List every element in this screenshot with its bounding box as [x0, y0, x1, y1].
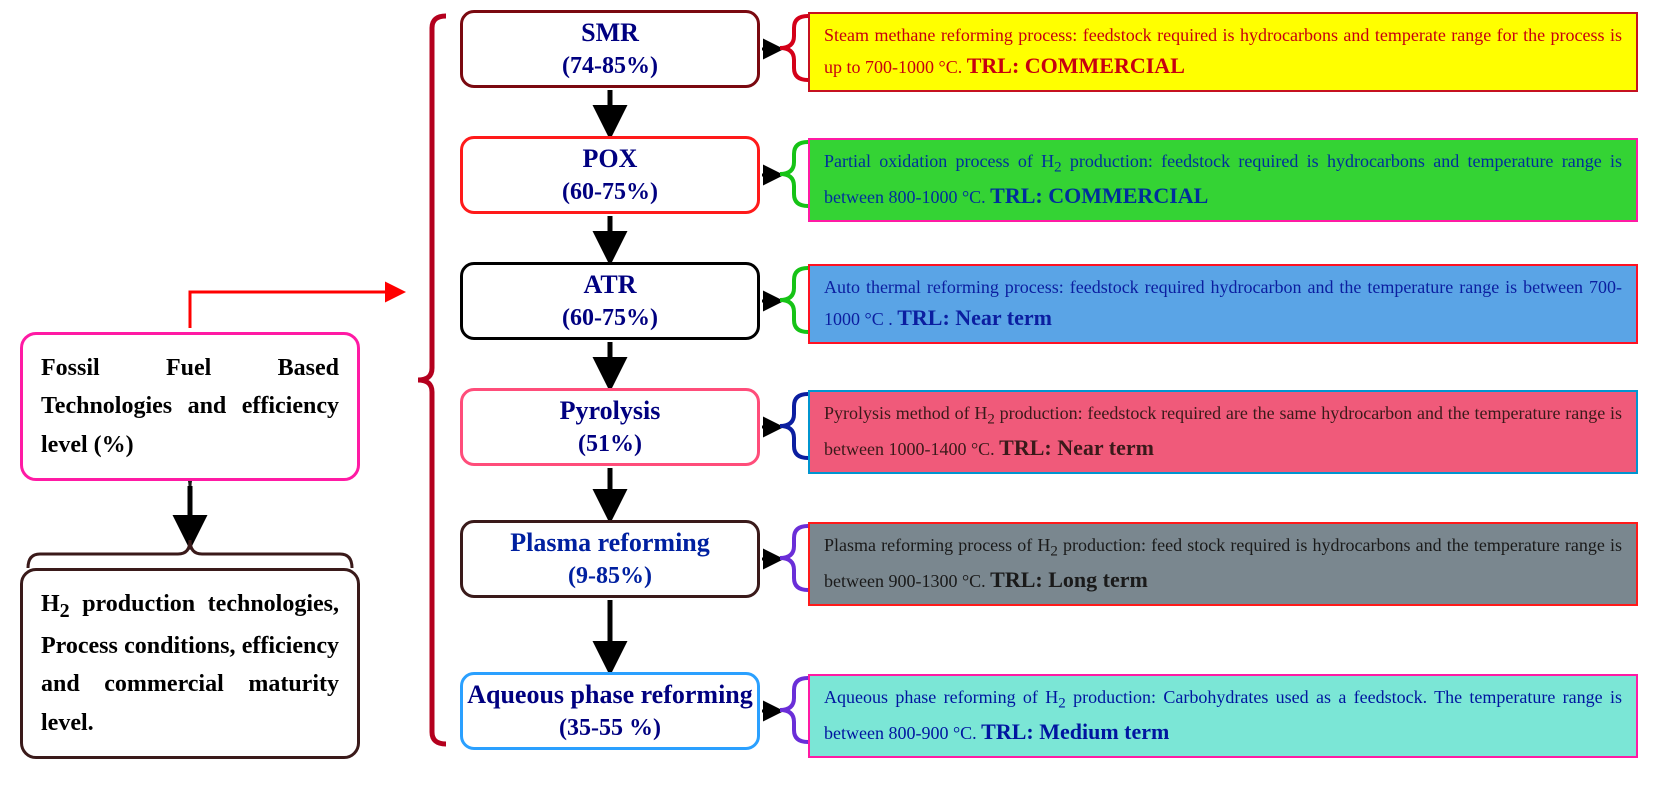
process-eff-apr: (35-55 %): [559, 712, 661, 744]
process-box-plasma: Plasma reforming(9-85%): [460, 520, 760, 598]
process-eff-smr: (74-85%): [562, 50, 658, 82]
desc-box-pyro: Pyrolysis method of H2 production: feeds…: [808, 390, 1638, 474]
process-box-apr: Aqueous phase reforming(35-55 %): [460, 672, 760, 750]
process-eff-atr: (60-75%): [562, 302, 658, 334]
process-box-pox: POX(60-75%): [460, 136, 760, 214]
process-title-plasma: Plasma reforming: [510, 525, 710, 560]
fossil-fuel-heading-text: Fossil Fuel Based Technologies and effic…: [41, 355, 339, 458]
desc-box-smr: Steam methane reforming process: feedsto…: [808, 12, 1638, 92]
process-eff-plasma: (9-85%): [568, 560, 652, 592]
process-title-apr: Aqueous phase reforming: [467, 677, 753, 712]
process-box-atr: ATR(60-75%): [460, 262, 760, 340]
process-box-pyro: Pyrolysis(51%): [460, 388, 760, 466]
desc-box-apr: Aqueous phase reforming of H2 production…: [808, 674, 1638, 758]
process-title-atr: ATR: [584, 267, 637, 302]
process-title-pox: POX: [583, 141, 638, 176]
h2-subtitle-box: H2 production technologies, Process cond…: [20, 568, 360, 759]
process-box-smr: SMR(74-85%): [460, 10, 760, 88]
fossil-fuel-heading-box: Fossil Fuel Based Technologies and effic…: [20, 332, 360, 481]
h2-subtitle-text: H2 production technologies, Process cond…: [41, 591, 339, 736]
process-eff-pyro: (51%): [578, 428, 642, 460]
process-title-smr: SMR: [581, 15, 639, 50]
desc-box-pox: Partial oxidation process of H2 producti…: [808, 138, 1638, 222]
process-title-pyro: Pyrolysis: [560, 393, 661, 428]
desc-box-plasma: Plasma reforming process of H2 productio…: [808, 522, 1638, 606]
process-eff-pox: (60-75%): [562, 176, 658, 208]
desc-box-atr: Auto thermal reforming process: feedstoc…: [808, 264, 1638, 344]
